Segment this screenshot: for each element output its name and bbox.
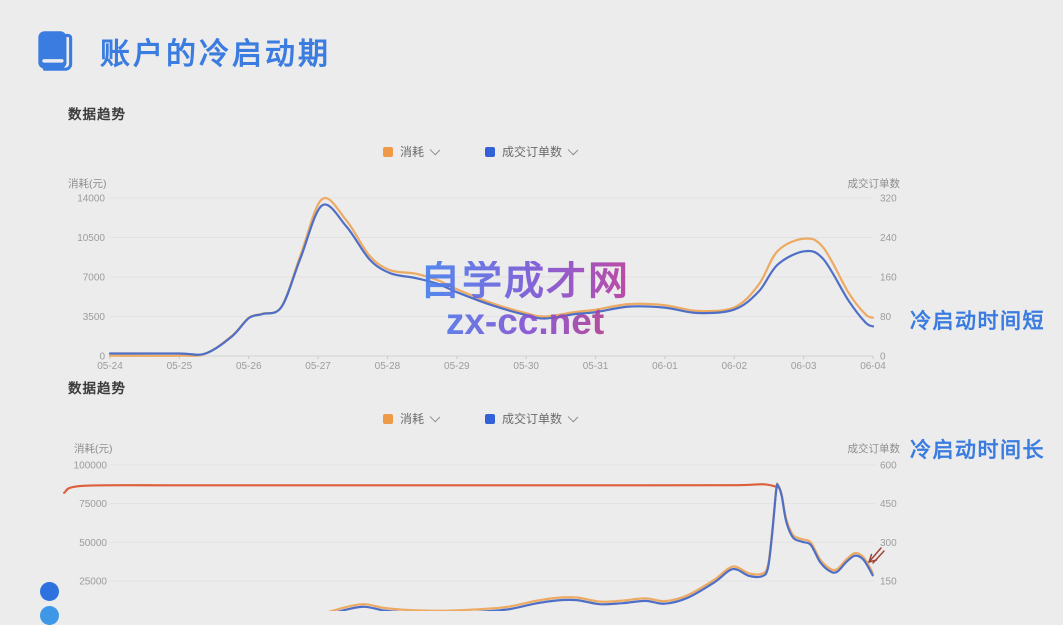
chevron-down-icon[interactable] (429, 144, 441, 155)
legend-label-orders: 成交订单数 (502, 145, 563, 159)
page-title: 账户的冷启动期 (100, 38, 331, 71)
decor-dot-2 (40, 606, 59, 625)
chevron-down-icon[interactable] (567, 144, 579, 155)
book-icon (30, 26, 80, 76)
svg-text:320: 320 (880, 194, 897, 205)
chart2-left-axis-title: 消耗(元) (74, 443, 113, 455)
svg-text:25000: 25000 (79, 577, 107, 588)
page: 账户的冷启动期 数据趋势 消耗 成交订单数 消耗(元) 成交订单数 0 3500 7… (0, 26, 1063, 625)
trend-chart-1[interactable]: 0 3500 7000 10500 14000 0 80 160 240 320 05-24 05-2… (0, 170, 1063, 382)
svg-text:0: 0 (880, 352, 886, 363)
legend-label-orders: 成交订单数 (502, 412, 563, 426)
watermark-line1: 自学成才网 (395, 261, 655, 301)
chevron-down-icon[interactable] (567, 411, 579, 422)
svg-text:100000: 100000 (74, 460, 108, 471)
annotation-cold-start-short: 冷启动时间短 (910, 310, 1045, 333)
svg-text:240: 240 (880, 233, 897, 244)
svg-text:05-25: 05-25 (167, 361, 193, 372)
svg-text:06-03: 06-03 (791, 361, 817, 372)
watermark: 自学成才网 zx-cc.net (395, 261, 655, 340)
svg-text:05-26: 05-26 (236, 361, 262, 372)
legend-swatch-consumption (382, 413, 393, 424)
chart1-left-axis-title: 消耗(元) (68, 178, 107, 190)
chevron-down-icon[interactable] (429, 411, 441, 422)
svg-text:05-27: 05-27 (305, 361, 331, 372)
svg-text:05-31: 05-31 (583, 361, 609, 372)
svg-text:06-04: 06-04 (860, 361, 886, 372)
svg-text:06-01: 06-01 (652, 361, 678, 372)
legend-item-consumption[interactable]: 消耗 (382, 410, 441, 427)
page-header: 账户的冷启动期 (30, 26, 331, 76)
svg-text:0: 0 (99, 352, 105, 363)
legend-item-orders[interactable]: 成交订单数 (485, 143, 579, 160)
legend-swatch-orders (485, 146, 495, 157)
trend-chart-2[interactable]: 25000 50000 75000 100000 150 300 450 600 (0, 430, 1063, 611)
svg-text:7000: 7000 (83, 273, 106, 284)
watermark-line2: zx-cc.net (395, 303, 655, 340)
annotation-cold-start-long: 冷启动时间长 (910, 439, 1045, 462)
legend-label-consumption: 消耗 (399, 412, 424, 426)
svg-text:160: 160 (880, 273, 897, 284)
svg-text:75000: 75000 (79, 499, 107, 510)
svg-text:05-28: 05-28 (375, 361, 401, 372)
svg-text:06-02: 06-02 (721, 361, 747, 372)
svg-text:450: 450 (880, 499, 897, 510)
legend-item-consumption[interactable]: 消耗 (382, 143, 441, 160)
svg-text:05-29: 05-29 (444, 361, 470, 372)
legend-item-orders[interactable]: 成交订单数 (485, 410, 579, 427)
chart1-right-axis-title: 成交订单数 (847, 178, 901, 190)
legend-label-consumption: 消耗 (399, 145, 424, 159)
svg-text:14000: 14000 (77, 194, 105, 205)
hand-drawn-arrow-icon (868, 547, 885, 564)
decor-dot-1 (40, 582, 59, 601)
svg-text:50000: 50000 (79, 538, 107, 549)
svg-text:150: 150 (880, 577, 897, 588)
chart2-section-title: 数据趋势 (68, 381, 126, 396)
chart1-section-title: 数据趋势 (68, 107, 126, 122)
svg-text:600: 600 (880, 460, 897, 471)
chart1-legend: 消耗 成交订单数 (0, 143, 960, 160)
chart2-legend: 消耗 成交订单数 (0, 410, 960, 427)
svg-text:80: 80 (880, 312, 892, 323)
legend-swatch-consumption (382, 146, 393, 157)
svg-text:300: 300 (880, 538, 897, 549)
chart2-right-axis-title: 成交订单数 (847, 443, 901, 455)
svg-text:05-30: 05-30 (513, 361, 539, 372)
svg-text:05-24: 05-24 (97, 361, 123, 372)
svg-text:10500: 10500 (77, 233, 105, 244)
svg-text:3500: 3500 (83, 312, 106, 323)
legend-swatch-orders (485, 413, 495, 424)
